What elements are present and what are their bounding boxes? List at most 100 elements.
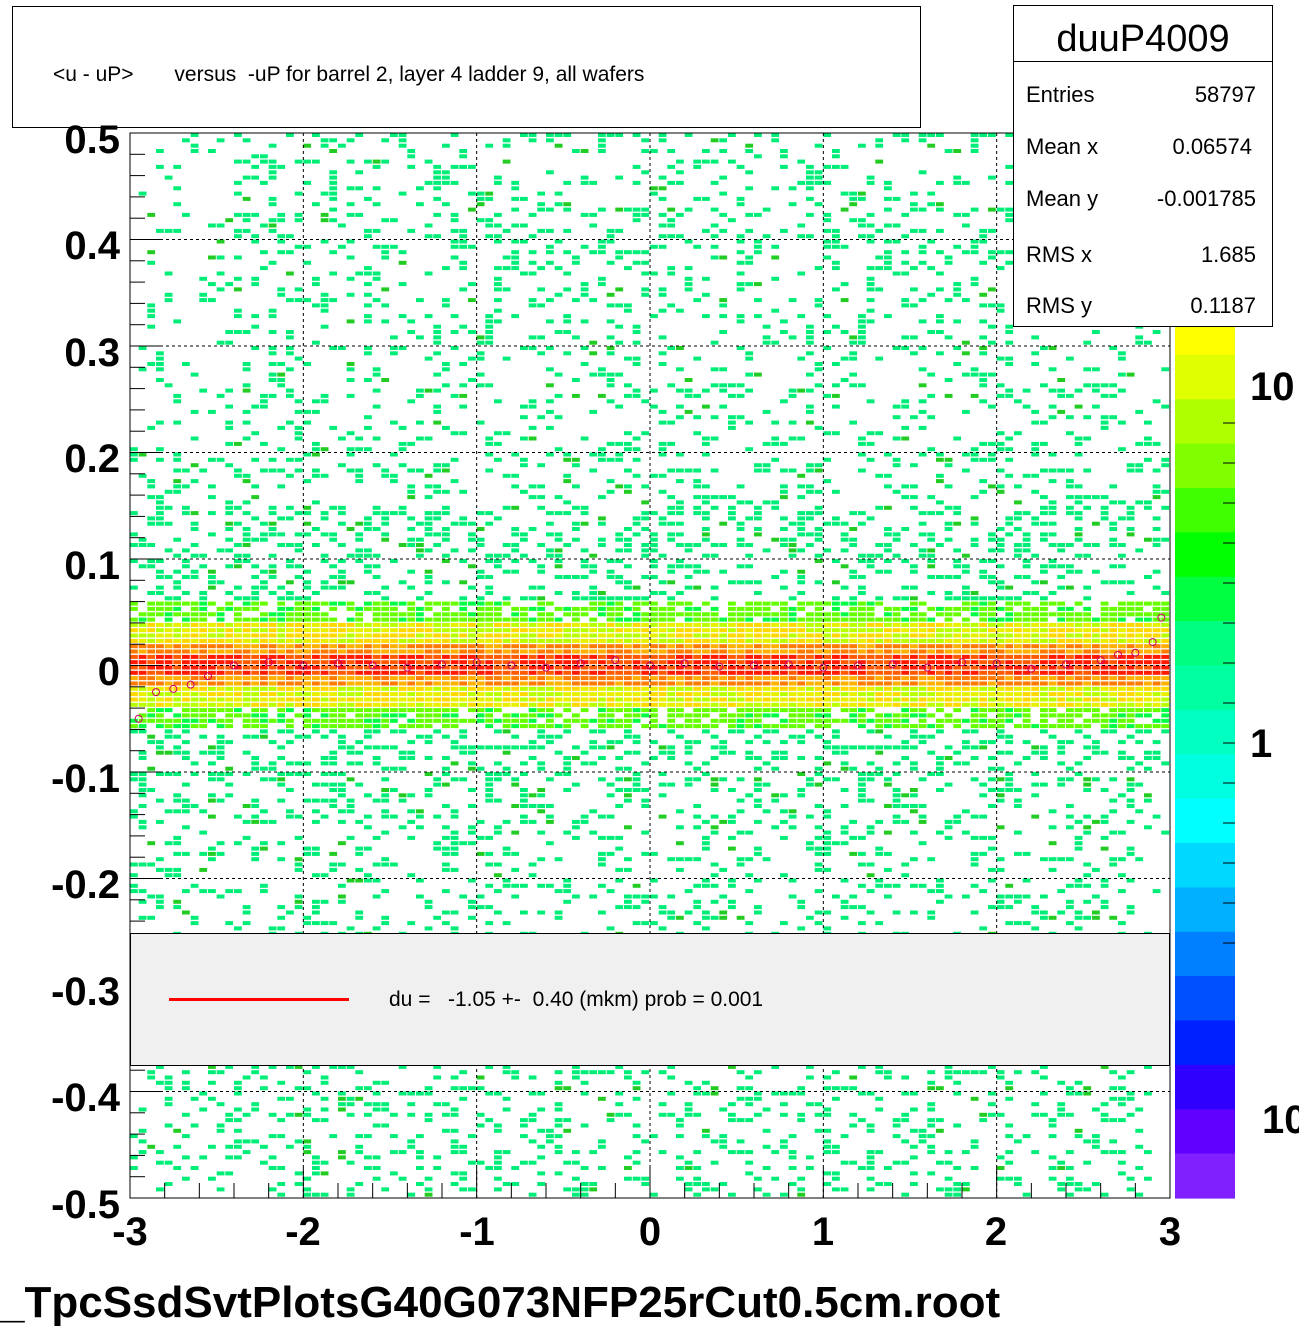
- heatmap-cell: [364, 591, 372, 595]
- heatmap-cell: [398, 638, 407, 643]
- heatmap-cell: [286, 612, 294, 617]
- heatmap-cell: [814, 649, 823, 654]
- heatmap-cell: [520, 798, 528, 803]
- heatmap-cell: [130, 638, 138, 643]
- heatmap-cell: [398, 665, 407, 670]
- heatmap-cell: [381, 713, 390, 718]
- heatmap-cell: [615, 548, 624, 553]
- heatmap-cell: [242, 473, 251, 478]
- heatmap-cell: [554, 1080, 563, 1085]
- heatmap-cell: [130, 883, 138, 888]
- heatmap-cell: [676, 692, 684, 697]
- heatmap-cell: [156, 708, 164, 713]
- heatmap-cell: [450, 521, 459, 526]
- heatmap-cell: [346, 835, 355, 840]
- heatmap-cell: [806, 846, 814, 851]
- heatmap-cell: [598, 814, 606, 819]
- heatmap-cell: [502, 883, 511, 888]
- heatmap-cell: [719, 228, 728, 233]
- heatmap-cell: [624, 793, 632, 798]
- heatmap-cell: [251, 638, 260, 643]
- heatmap-cell: [338, 244, 346, 249]
- heatmap-cell: [355, 548, 364, 553]
- heatmap-cell: [511, 649, 520, 654]
- heatmap-cell: [329, 601, 338, 606]
- heatmap-cell: [580, 676, 589, 681]
- heatmap-cell: [277, 218, 286, 223]
- heatmap-cell: [277, 425, 286, 430]
- heatmap-cell: [381, 1123, 390, 1128]
- heatmap-cell: [320, 814, 329, 819]
- heatmap-cell: [138, 713, 147, 718]
- heatmap-cell: [442, 383, 450, 388]
- heatmap-cell: [346, 809, 355, 814]
- heatmap-cell: [520, 1160, 528, 1165]
- heatmap-cell: [372, 692, 381, 697]
- heatmap-cell: [736, 484, 745, 489]
- heatmap-cell: [459, 649, 468, 654]
- heatmap-cell: [684, 745, 693, 750]
- heatmap-cell: [754, 697, 762, 702]
- heatmap-cell: [468, 788, 476, 792]
- heatmap-cell: [606, 686, 615, 691]
- heatmap-cell: [424, 617, 433, 622]
- heatmap-cell: [320, 292, 329, 297]
- heatmap-cell: [442, 851, 450, 856]
- heatmap-cell: [442, 298, 450, 303]
- heatmap-cell: [156, 351, 164, 356]
- heatmap-cell: [797, 724, 806, 729]
- heatmap-cell: [173, 851, 182, 856]
- heatmap-cell: [684, 686, 693, 691]
- heatmap-cell: [728, 724, 736, 729]
- heatmap-cell: [702, 452, 710, 457]
- heatmap-cell: [780, 740, 788, 745]
- heatmap-cell: [442, 734, 450, 739]
- heatmap-cell: [806, 324, 814, 329]
- heatmap-cell: [736, 1096, 745, 1101]
- heatmap-cell: [190, 804, 199, 808]
- heatmap-cell: [381, 697, 390, 702]
- heatmap-cell: [130, 654, 138, 659]
- heatmap-cell: [684, 276, 693, 281]
- heatmap-cell: [546, 676, 554, 681]
- heatmap-cell: [459, 676, 468, 681]
- heatmap-cell: [268, 1064, 277, 1069]
- heatmap-cell: [736, 702, 745, 707]
- heatmap-cell: [684, 644, 693, 649]
- heatmap-cell: [398, 250, 407, 255]
- heatmap-cell: [173, 228, 182, 233]
- heatmap-cell: [762, 548, 771, 553]
- heatmap-cell: [693, 1150, 702, 1155]
- heatmap-cell: [537, 793, 546, 798]
- heatmap-cell: [606, 335, 615, 340]
- heatmap-cell: [771, 681, 780, 686]
- heatmap-cell: [667, 495, 676, 500]
- heatmap-cell: [702, 228, 710, 233]
- heatmap-cell: [303, 532, 312, 537]
- heatmap-cell: [164, 1080, 173, 1085]
- heatmap-cell: [780, 750, 788, 755]
- heatmap-cell: [693, 670, 702, 675]
- heatmap-cell: [485, 883, 494, 888]
- heatmap-cell: [294, 356, 303, 361]
- heatmap-cell: [312, 441, 320, 446]
- heatmap-cell: [390, 654, 398, 659]
- heatmap-cell: [676, 724, 684, 729]
- heatmap-cell: [130, 1134, 138, 1139]
- heatmap-cell: [459, 633, 468, 638]
- heatmap-cell: [684, 388, 693, 393]
- heatmap-cell: [372, 202, 381, 207]
- heatmap-cell: [754, 756, 762, 760]
- heatmap-cell: [416, 298, 424, 303]
- heatmap-cell: [580, 702, 589, 707]
- heatmap-cell: [355, 1144, 364, 1149]
- heatmap-cell: [251, 212, 260, 217]
- heatmap-cell: [528, 873, 537, 878]
- heatmap-cell: [476, 1123, 485, 1128]
- heatmap-cell: [424, 638, 433, 643]
- heatmap-cell: [580, 149, 589, 153]
- heatmap-cell: [372, 1155, 381, 1160]
- heatmap-cell: [754, 681, 762, 686]
- heatmap-cell: [710, 1160, 719, 1165]
- heatmap-cell: [606, 644, 615, 649]
